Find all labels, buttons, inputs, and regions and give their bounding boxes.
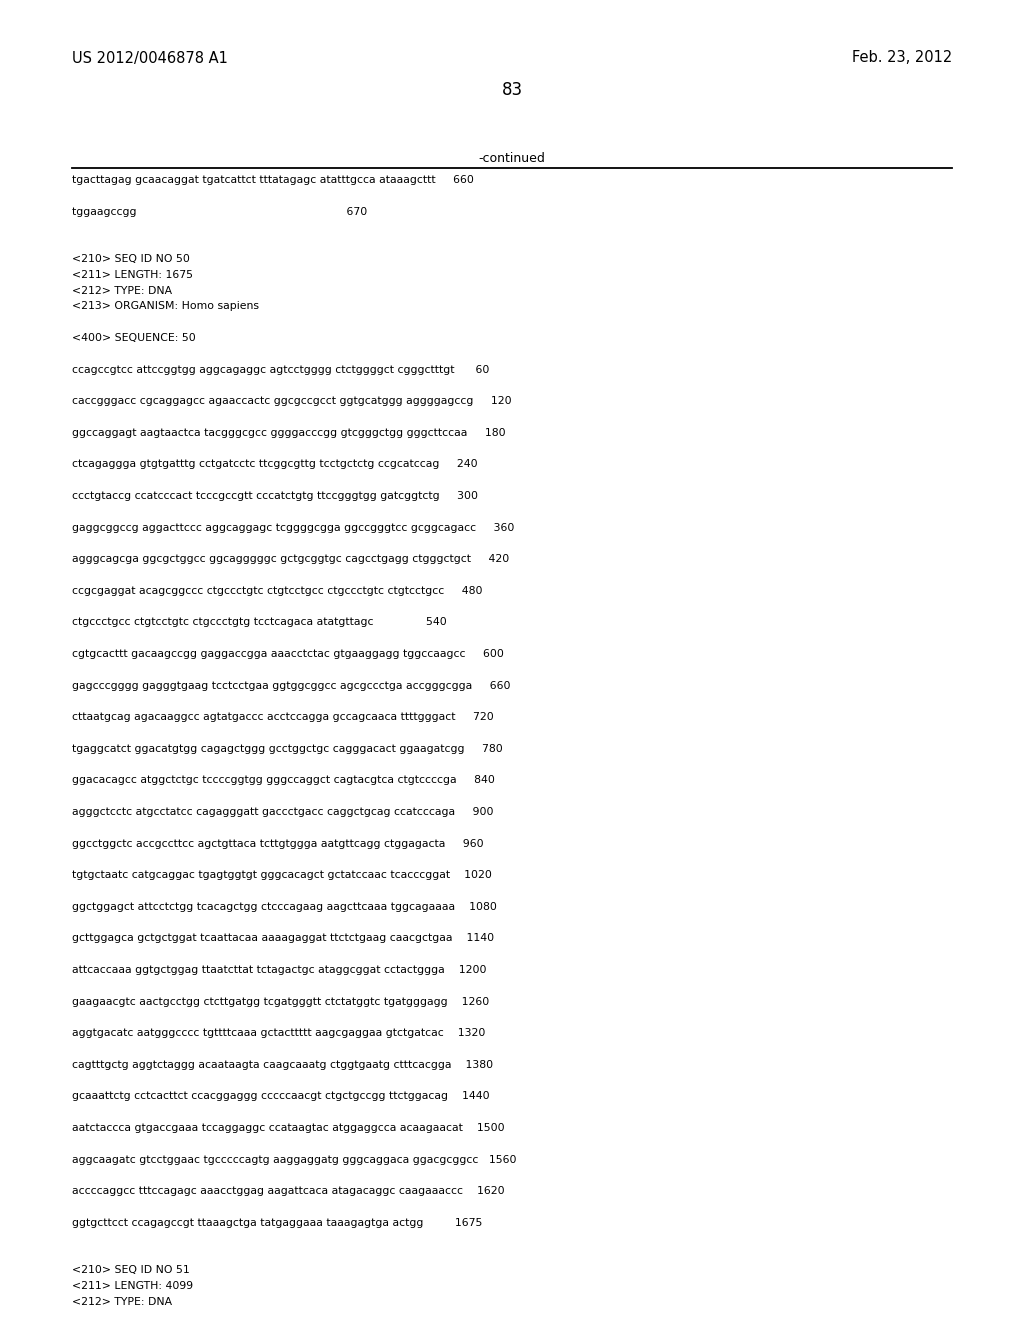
Text: ggctggagct attcctctgg tcacagctgg ctcccagaag aagcttcaaa tggcagaaaa    1080: ggctggagct attcctctgg tcacagctgg ctcccag… bbox=[72, 902, 497, 912]
Text: <210> SEQ ID NO 51: <210> SEQ ID NO 51 bbox=[72, 1265, 189, 1275]
Text: caccgggacc cgcaggagcc agaaccactc ggcgccgcct ggtgcatggg aggggagccg     120: caccgggacc cgcaggagcc agaaccactc ggcgccg… bbox=[72, 396, 512, 407]
Text: 83: 83 bbox=[502, 81, 522, 99]
Text: <211> LENGTH: 1675: <211> LENGTH: 1675 bbox=[72, 269, 193, 280]
Text: US 2012/0046878 A1: US 2012/0046878 A1 bbox=[72, 50, 228, 66]
Text: gaagaacgtc aactgcctgg ctcttgatgg tcgatgggtt ctctatggtc tgatgggagg    1260: gaagaacgtc aactgcctgg ctcttgatgg tcgatgg… bbox=[72, 997, 489, 1007]
Text: aatctaccca gtgaccgaaa tccaggaggc ccataagtac atggaggcca acaagaacat    1500: aatctaccca gtgaccgaaa tccaggaggc ccataag… bbox=[72, 1123, 505, 1133]
Text: cagtttgctg aggtctaggg acaataagta caagcaaatg ctggtgaatg ctttcacgga    1380: cagtttgctg aggtctaggg acaataagta caagcaa… bbox=[72, 1060, 494, 1069]
Text: <211> LENGTH: 4099: <211> LENGTH: 4099 bbox=[72, 1280, 194, 1291]
Text: tggaagccgg                                                            670: tggaagccgg 670 bbox=[72, 207, 368, 216]
Text: Feb. 23, 2012: Feb. 23, 2012 bbox=[852, 50, 952, 66]
Text: attcaccaaa ggtgctggag ttaatcttat tctagactgc ataggcggat cctactggga    1200: attcaccaaa ggtgctggag ttaatcttat tctagac… bbox=[72, 965, 486, 975]
Text: tgacttagag gcaacaggat tgatcattct tttatagagc atatttgcca ataaagcttt     660: tgacttagag gcaacaggat tgatcattct tttatag… bbox=[72, 176, 474, 185]
Text: ccctgtaccg ccatcccact tcccgccgtt cccatctgtg ttccgggtgg gatcggtctg     300: ccctgtaccg ccatcccact tcccgccgtt cccatct… bbox=[72, 491, 478, 502]
Text: ccagccgtcc attccggtgg aggcagaggc agtcctgggg ctctggggct cgggctttgt      60: ccagccgtcc attccggtgg aggcagaggc agtcctg… bbox=[72, 364, 489, 375]
Text: gaggcggccg aggacttccc aggcaggagc tcggggcgga ggccgggtcc gcggcagacc     360: gaggcggccg aggacttccc aggcaggagc tcggggc… bbox=[72, 523, 514, 532]
Text: cttaatgcag agacaaggcc agtatgaccc acctccagga gccagcaaca ttttgggact     720: cttaatgcag agacaaggcc agtatgaccc acctcca… bbox=[72, 713, 494, 722]
Text: gcaaattctg cctcacttct ccacggaggg cccccaacgt ctgctgccgg ttctggacag    1440: gcaaattctg cctcacttct ccacggaggg cccccaa… bbox=[72, 1092, 489, 1101]
Text: tgtgctaatc catgcaggac tgagtggtgt gggcacagct gctatccaac tcacccggat    1020: tgtgctaatc catgcaggac tgagtggtgt gggcaca… bbox=[72, 870, 492, 880]
Text: accccaggcc tttccagagc aaacctggag aagattcaca atagacaggc caagaaaccc    1620: accccaggcc tttccagagc aaacctggag aagattc… bbox=[72, 1187, 505, 1196]
Text: cgtgcacttt gacaagccgg gaggaccgga aaacctctac gtgaaggagg tggccaagcc     600: cgtgcacttt gacaagccgg gaggaccgga aaacctc… bbox=[72, 649, 504, 659]
Text: <213> ORGANISM: Homo sapiens: <213> ORGANISM: Homo sapiens bbox=[72, 301, 259, 312]
Text: ggcctggctc accgccttcc agctgttaca tcttgtggga aatgttcagg ctggagacta     960: ggcctggctc accgccttcc agctgttaca tcttgtg… bbox=[72, 838, 483, 849]
Text: agggctcctc atgcctatcc cagagggatt gaccctgacc caggctgcag ccatcccaga     900: agggctcctc atgcctatcc cagagggatt gaccctg… bbox=[72, 807, 494, 817]
Text: aggcaagatc gtcctggaac tgcccccagtg aaggaggatg gggcaggaca ggacgcggcc   1560: aggcaagatc gtcctggaac tgcccccagtg aaggag… bbox=[72, 1155, 516, 1164]
Text: ggccaggagt aagtaactca tacgggcgcc ggggacccgg gtcgggctgg gggcttccaa     180: ggccaggagt aagtaactca tacgggcgcc ggggacc… bbox=[72, 428, 506, 438]
Text: <212> TYPE: DNA: <212> TYPE: DNA bbox=[72, 1296, 172, 1307]
Text: <210> SEQ ID NO 50: <210> SEQ ID NO 50 bbox=[72, 253, 189, 264]
Text: -continued: -continued bbox=[478, 152, 546, 165]
Text: ctgccctgcc ctgtcctgtc ctgccctgtg tcctcagaca atatgttagc               540: ctgccctgcc ctgtcctgtc ctgccctgtg tcctcag… bbox=[72, 618, 446, 627]
Text: ccgcgaggat acagcggccc ctgccctgtc ctgtcctgcc ctgccctgtc ctgtcctgcc     480: ccgcgaggat acagcggccc ctgccctgtc ctgtcct… bbox=[72, 586, 482, 595]
Text: tgaggcatct ggacatgtgg cagagctggg gcctggctgc cagggacact ggaagatcgg     780: tgaggcatct ggacatgtgg cagagctggg gcctggc… bbox=[72, 743, 503, 754]
Text: gcttggagca gctgctggat tcaattacaa aaaagaggat ttctctgaag caacgctgaa    1140: gcttggagca gctgctggat tcaattacaa aaaagag… bbox=[72, 933, 495, 944]
Text: <400> SEQUENCE: 50: <400> SEQUENCE: 50 bbox=[72, 333, 196, 343]
Text: ggtgcttcct ccagagccgt ttaaagctga tatgaggaaa taaagagtga actgg         1675: ggtgcttcct ccagagccgt ttaaagctga tatgagg… bbox=[72, 1218, 482, 1228]
Text: ctcagaggga gtgtgatttg cctgatcctc ttcggcgttg tcctgctctg ccgcatccag     240: ctcagaggga gtgtgatttg cctgatcctc ttcggcg… bbox=[72, 459, 477, 470]
Text: aggtgacatc aatgggcccc tgttttcaaa gctacttttt aagcgaggaa gtctgatcac    1320: aggtgacatc aatgggcccc tgttttcaaa gctactt… bbox=[72, 1028, 485, 1039]
Text: ggacacagcc atggctctgc tccccggtgg gggccaggct cagtacgtca ctgtccccga     840: ggacacagcc atggctctgc tccccggtgg gggccag… bbox=[72, 775, 495, 785]
Text: agggcagcga ggcgctggcc ggcagggggc gctgcggtgc cagcctgagg ctgggctgct     420: agggcagcga ggcgctggcc ggcagggggc gctgcgg… bbox=[72, 554, 509, 564]
Text: <212> TYPE: DNA: <212> TYPE: DNA bbox=[72, 285, 172, 296]
Text: gagcccgggg gagggtgaag tcctcctgaa ggtggcggcc agcgccctga accgggcgga     660: gagcccgggg gagggtgaag tcctcctgaa ggtggcg… bbox=[72, 681, 511, 690]
